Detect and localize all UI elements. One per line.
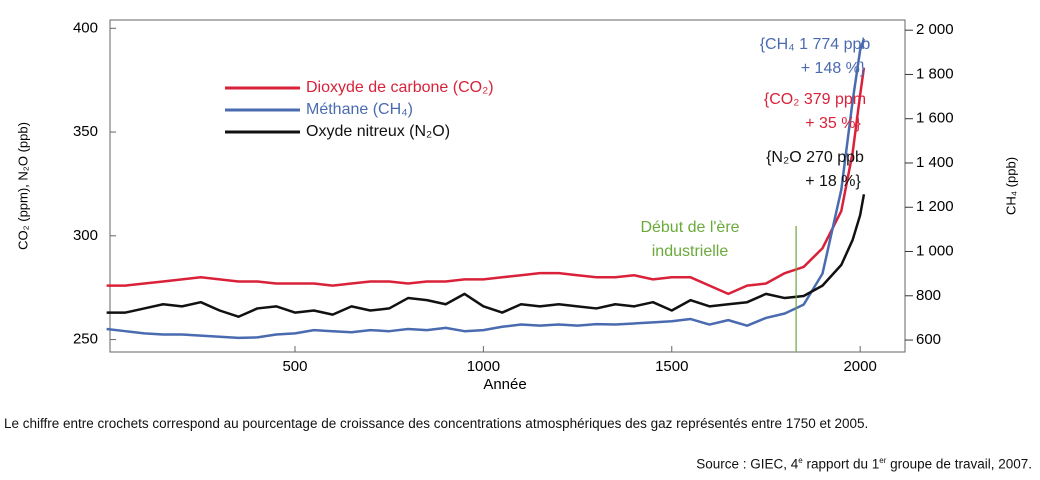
y-tick-label: 250 [73,331,98,348]
annotation: + 148 %} [801,60,866,77]
x-tick-label: 1500 [655,358,688,375]
y2-axis-label: CH₄ (ppb) [1003,157,1018,215]
y2-tick-label: 1 000 [916,242,954,259]
plot-frame [109,19,906,353]
y2-tick-label: 1 600 [916,110,954,127]
y2-tick-label: 1 400 [916,154,954,171]
x-tick-label: 500 [282,358,307,375]
y2-tick-label: 800 [916,287,941,304]
y2-tick-label: 1 200 [916,198,954,215]
legend-label: Oxyde nitreux (N₂O) [306,123,450,140]
industrial-label: industrielle [652,243,729,260]
annotation: + 35 %} [805,115,861,132]
source: Source : GIEC, 4e rapport du 1er groupe … [696,456,1032,472]
footnote: Le chiffre entre crochets correspond au … [4,416,869,431]
source-part: rapport du 1 [802,456,880,472]
source-part: Source : GIEC, 4 [696,456,799,472]
series-line [106,67,866,296]
y-tick-label: 400 [73,19,98,36]
annotation: + 18 %} [805,173,861,190]
annotation: {N₂O 270 ppb [766,149,864,166]
annotation: {CH₄ 1 774 ppb [760,36,871,53]
source-part: e [798,456,803,465]
chart: Année CO₂ (ppm), N₂O (ppb) CH₄ (ppb) 500… [15,19,1018,393]
series-line [106,38,866,340]
industrial-label: Début de l'ère [640,219,739,236]
legend-label: Méthane (CH₄) [306,101,413,118]
x-tick-label: 2000 [843,358,876,375]
y2-tick-label: 2 000 [916,21,954,38]
source-part: er [879,456,887,465]
y2-tick-label: 600 [916,331,941,348]
legend-label: Dioxyde de carbone (CO₂) [306,79,494,96]
y-tick-label: 350 [73,123,98,140]
y-tick-label: 300 [73,227,98,244]
x-tick-label: 1000 [467,358,500,375]
y-axis-label: CO₂ (ppm), N₂O (ppb) [15,122,30,250]
y2-tick-label: 1 800 [916,65,954,82]
source-part: groupe de travail, 2007. [886,456,1032,472]
series-line [106,194,866,318]
x-axis-label: Année [483,376,526,393]
annotation: {CO₂ 379 ppm [764,91,866,108]
